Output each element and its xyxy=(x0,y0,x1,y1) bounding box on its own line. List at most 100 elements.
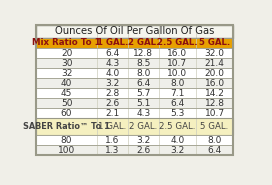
Bar xyxy=(128,145,159,155)
Bar xyxy=(97,48,128,58)
Text: 50: 50 xyxy=(61,99,72,108)
Bar xyxy=(36,58,233,68)
Bar xyxy=(36,78,97,88)
Text: 6.4: 6.4 xyxy=(105,49,119,58)
Bar xyxy=(159,68,196,78)
Bar xyxy=(159,145,196,155)
Bar xyxy=(36,38,233,48)
Text: 3.2: 3.2 xyxy=(136,136,150,145)
Bar xyxy=(196,24,233,38)
Bar xyxy=(97,58,128,68)
Bar xyxy=(128,88,159,98)
Text: 5.7: 5.7 xyxy=(136,89,150,98)
Bar xyxy=(128,68,159,78)
Bar xyxy=(36,88,97,98)
Bar xyxy=(36,88,233,98)
Bar xyxy=(36,98,97,108)
Bar xyxy=(36,48,233,58)
Bar xyxy=(97,98,128,108)
Text: 1 GAL.: 1 GAL. xyxy=(97,38,128,48)
Bar xyxy=(128,78,159,88)
Bar xyxy=(128,48,159,58)
Text: 20.0: 20.0 xyxy=(205,69,225,78)
Bar xyxy=(97,68,128,78)
Bar xyxy=(159,78,196,88)
Text: 6.4: 6.4 xyxy=(208,146,222,155)
Text: 6.4: 6.4 xyxy=(170,99,184,108)
Bar xyxy=(196,58,233,68)
Bar xyxy=(159,24,196,38)
Bar xyxy=(36,58,97,68)
Bar xyxy=(36,108,233,118)
Bar xyxy=(36,78,233,88)
Text: 45: 45 xyxy=(61,89,72,98)
Text: Mix Ratio To 1: Mix Ratio To 1 xyxy=(32,38,101,48)
Bar xyxy=(97,38,128,48)
Text: 16.0: 16.0 xyxy=(167,49,187,58)
Text: 32: 32 xyxy=(61,69,72,78)
Text: 2.1: 2.1 xyxy=(105,109,119,118)
Bar xyxy=(128,98,159,108)
Bar xyxy=(159,118,196,135)
Text: 1.6: 1.6 xyxy=(105,136,119,145)
Text: 60: 60 xyxy=(61,109,72,118)
Bar xyxy=(36,118,233,135)
Text: 20: 20 xyxy=(61,49,72,58)
Bar xyxy=(196,98,233,108)
Bar xyxy=(36,48,97,58)
Bar xyxy=(128,118,159,135)
Bar xyxy=(196,88,233,98)
Bar xyxy=(36,108,97,118)
Bar xyxy=(159,98,196,108)
Text: 4.3: 4.3 xyxy=(136,109,150,118)
Text: 5 GAL.: 5 GAL. xyxy=(199,38,230,48)
Text: 12.8: 12.8 xyxy=(205,99,225,108)
Bar xyxy=(97,78,128,88)
Text: 2 GAL.: 2 GAL. xyxy=(129,122,157,131)
Text: 10.7: 10.7 xyxy=(167,59,187,68)
Bar xyxy=(36,145,233,155)
Text: 2.5 GAL.: 2.5 GAL. xyxy=(157,38,198,48)
Bar xyxy=(36,24,233,38)
Text: Ounces Of Oil Per Gallon Of Gas: Ounces Of Oil Per Gallon Of Gas xyxy=(55,26,214,36)
Text: 14.2: 14.2 xyxy=(205,89,224,98)
Text: 10.0: 10.0 xyxy=(167,69,187,78)
Text: 32.0: 32.0 xyxy=(205,49,225,58)
Bar xyxy=(97,24,128,38)
Bar xyxy=(196,108,233,118)
Text: 2 GAL.: 2 GAL. xyxy=(128,38,159,48)
Text: 2.5 GAL.: 2.5 GAL. xyxy=(159,122,196,131)
Text: 8.0: 8.0 xyxy=(207,136,222,145)
Bar xyxy=(97,118,128,135)
Bar xyxy=(159,135,196,145)
Bar xyxy=(36,68,97,78)
Bar xyxy=(159,48,196,58)
Text: SABER Ratio™ To 1: SABER Ratio™ To 1 xyxy=(23,122,110,131)
Text: 2.6: 2.6 xyxy=(136,146,150,155)
Bar xyxy=(36,24,97,38)
Text: 4.0: 4.0 xyxy=(170,136,184,145)
Text: 1 GAL.: 1 GAL. xyxy=(98,122,126,131)
Bar xyxy=(97,145,128,155)
Bar xyxy=(36,145,97,155)
Text: 1.3: 1.3 xyxy=(105,146,119,155)
Bar xyxy=(196,38,233,48)
Bar xyxy=(196,118,233,135)
Bar xyxy=(128,58,159,68)
Bar xyxy=(128,135,159,145)
Text: 2.8: 2.8 xyxy=(105,89,119,98)
Bar xyxy=(196,68,233,78)
Text: 5 GAL.: 5 GAL. xyxy=(200,122,229,131)
Bar xyxy=(36,135,97,145)
Bar xyxy=(159,38,196,48)
Text: 10.7: 10.7 xyxy=(205,109,225,118)
Bar xyxy=(196,48,233,58)
Text: 80: 80 xyxy=(61,136,72,145)
Text: 5.3: 5.3 xyxy=(170,109,185,118)
Text: 8.0: 8.0 xyxy=(136,69,150,78)
Bar xyxy=(36,118,97,135)
Text: 8.0: 8.0 xyxy=(170,79,185,88)
Text: 30: 30 xyxy=(61,59,72,68)
Text: 100: 100 xyxy=(58,146,75,155)
Text: 21.4: 21.4 xyxy=(205,59,224,68)
